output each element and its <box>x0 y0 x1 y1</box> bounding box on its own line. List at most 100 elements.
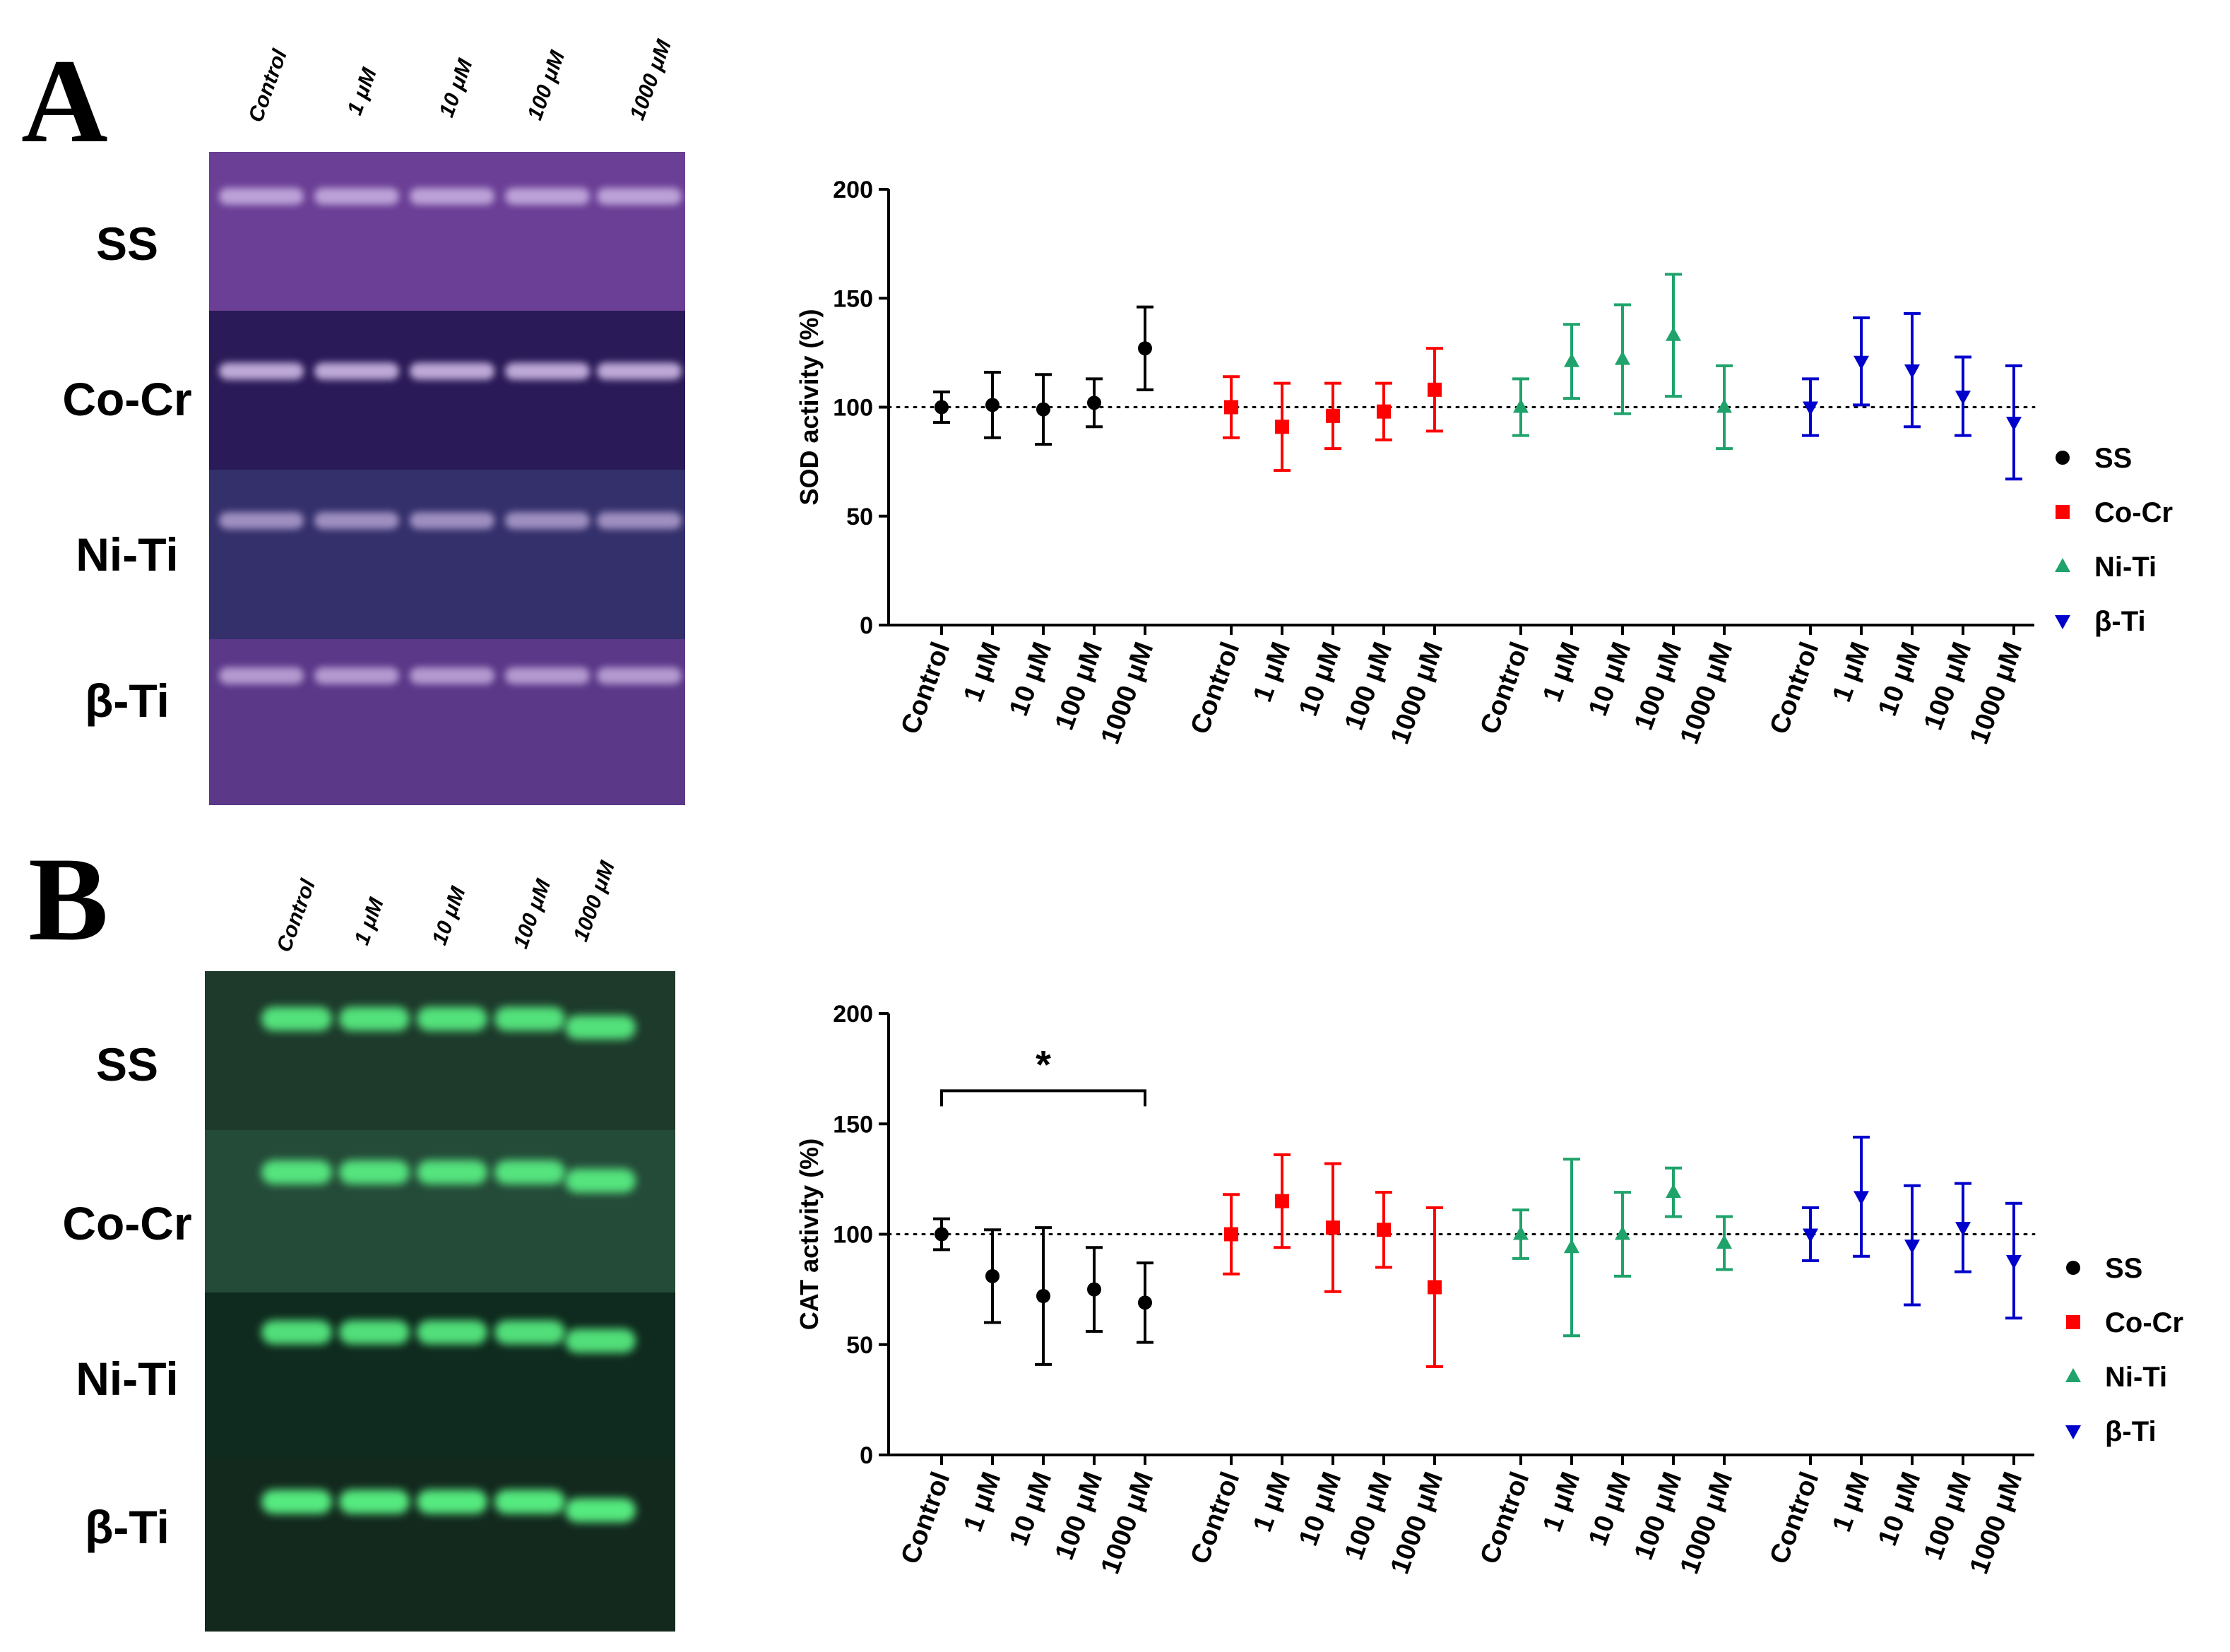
gel-band-co-cr-control <box>261 1160 332 1184</box>
gel-row-bg-ni-ti <box>209 470 685 639</box>
gel-band-ss-1000-um <box>565 1015 636 1040</box>
legend-marker-ss <box>2056 451 2070 465</box>
legend-label-ss: SS <box>2094 443 2132 474</box>
x-label-ss-100-um: 100 μM <box>1050 1468 1109 1564</box>
significance-star: * <box>1036 1042 1051 1086</box>
x-label-ni-ti-control: Control <box>1475 638 1536 738</box>
x-label-co-cr-100-um: 100 μM <box>1339 638 1399 734</box>
y-tick-label-0: 0 <box>860 1442 873 1469</box>
point-ss-1000-um <box>1138 1295 1152 1310</box>
gel-a-lane-100um: 100 μM <box>523 47 570 124</box>
x-label-beta-ti-100-um: 100 μM <box>1918 638 1978 734</box>
legend-label-beta-ti: β-Ti <box>2105 1416 2157 1447</box>
gel-band-ss-control <box>219 188 304 205</box>
point-beta-ti-100-um <box>1955 391 1971 405</box>
x-label-ni-ti-1-um: 1 μM <box>1537 1468 1586 1536</box>
x-label-co-cr-control: Control <box>1185 638 1246 738</box>
point-ss-control <box>935 400 949 415</box>
legend-label-ss: SS <box>2105 1253 2142 1284</box>
gel-sod-zymogram: Control 1 μM 10 μM 100 μM 1000 μM SS Co-… <box>62 36 685 805</box>
gel-band-ss-1-um <box>339 1006 410 1031</box>
gel-band-ni-ti-100-um <box>494 1320 565 1345</box>
gel-a-lane-1um: 1 μM <box>343 64 382 118</box>
x-label-ss-control: Control <box>896 638 956 738</box>
point-co-cr-control <box>1224 400 1238 415</box>
point-co-cr-1-um <box>1275 420 1289 434</box>
gel-band-co-cr-100-um <box>494 1160 565 1184</box>
point-beta-ti-1-um <box>1854 355 1869 370</box>
y-tick-label-200: 200 <box>833 177 873 203</box>
y-tick-label-0: 0 <box>860 612 873 639</box>
point-co-cr-1000-um <box>1428 1280 1442 1295</box>
legend-label-co-cr: Co-Cr <box>2094 497 2173 528</box>
gel-row-bg-ss <box>205 971 675 1130</box>
point-ss-100-um <box>1087 396 1101 410</box>
x-label-ni-ti-10-um: 10 μM <box>1583 638 1637 720</box>
point-ni-ti-control <box>1513 398 1529 413</box>
legend-marker-beta-ti <box>2065 1425 2081 1439</box>
x-label-co-cr-control: Control <box>1185 1468 1246 1568</box>
x-label-ss-control: Control <box>896 1468 956 1568</box>
legend-label-ni-ti: Ni-Ti <box>2094 552 2157 583</box>
gel-band-ss-10-um <box>417 1006 487 1031</box>
gel-band-co-cr-1-um <box>314 362 399 380</box>
x-label-ss-100-um: 100 μM <box>1050 638 1109 734</box>
point-co-cr-10-um <box>1326 1220 1340 1235</box>
gel-band-co-cr-control <box>219 362 304 380</box>
x-label-co-cr-1-um: 1 μM <box>1247 1468 1296 1536</box>
gel-b-lane-100um: 100 μM <box>509 876 556 952</box>
y-axis-title: CAT activity (%) <box>795 1139 824 1330</box>
gel-b-row-beta-ti: β-Ti <box>85 1501 170 1553</box>
point-ss-10-um <box>1036 1289 1050 1303</box>
point-ni-ti-10-um <box>1615 1225 1630 1240</box>
y-axis-title: SOD activity (%) <box>795 309 824 505</box>
gel-band-beta-ti-100-um <box>505 667 590 684</box>
x-label-ss-1-um: 1 μM <box>958 638 1007 706</box>
point-co-cr-control <box>1224 1227 1238 1242</box>
y-tick-label-100: 100 <box>833 395 873 422</box>
gel-band-ni-ti-1-um <box>314 512 399 529</box>
point-ni-ti-100-um <box>1666 1184 1681 1199</box>
gel-band-ni-ti-control <box>219 512 304 529</box>
gel-band-beta-ti-control <box>261 1490 332 1514</box>
legend-label-ni-ti: Ni-Ti <box>2105 1362 2167 1393</box>
gel-a-lane-10um: 10 μM <box>435 55 478 120</box>
gel-band-ss-1-um <box>314 188 399 205</box>
legend-marker-beta-ti <box>2055 615 2070 629</box>
point-beta-ti-control <box>1803 1228 1818 1243</box>
legend-marker-ss <box>2066 1261 2080 1275</box>
gel-row-bg-ni-ti <box>205 1293 675 1458</box>
gel-row-bg-co-cr <box>205 1130 675 1293</box>
gel-band-ni-ti-1000-um <box>565 1329 636 1353</box>
point-ni-ti-1000-um <box>1716 398 1732 413</box>
gel-band-ni-ti-1-um <box>339 1320 410 1345</box>
gel-band-ss-control <box>261 1006 332 1031</box>
gel-b-lane-1um: 1 μM <box>350 894 389 948</box>
point-ni-ti-10-um <box>1615 350 1630 365</box>
x-label-ni-ti-control: Control <box>1475 1468 1536 1568</box>
legend-marker-ni-ti <box>2055 558 2070 572</box>
gel-row-bg-ss <box>209 152 685 311</box>
x-label-beta-ti-100-um: 100 μM <box>1918 1468 1978 1564</box>
y-tick-label-100: 100 <box>833 1222 873 1249</box>
legend-marker-co-cr <box>2066 1315 2080 1329</box>
gel-band-co-cr-10-um <box>417 1160 487 1184</box>
gel-band-ni-ti-10-um <box>410 512 494 529</box>
point-ss-1-um <box>985 398 1000 412</box>
gel-band-beta-ti-1000-um <box>597 667 682 684</box>
panel-b-letter: B <box>28 833 108 965</box>
x-label-ss-1-um: 1 μM <box>958 1468 1007 1536</box>
gel-b-lane-1000um: 1000 μM <box>569 857 620 944</box>
gel-band-co-cr-1000-um <box>597 362 682 380</box>
point-beta-ti-10-um <box>1904 1240 1920 1254</box>
gel-band-co-cr-1-um <box>339 1160 410 1184</box>
x-label-beta-ti-1-um: 1 μM <box>1827 1468 1875 1536</box>
gel-band-co-cr-100-um <box>505 362 590 380</box>
gel-a-row-ni-ti: Ni-Ti <box>76 528 178 581</box>
gel-band-beta-ti-10-um <box>417 1490 487 1514</box>
x-label-ni-ti-10-um: 10 μM <box>1583 1468 1637 1550</box>
x-label-beta-ti-control: Control <box>1765 1468 1825 1568</box>
gel-a-lane-1000um: 1000 μM <box>626 36 677 123</box>
